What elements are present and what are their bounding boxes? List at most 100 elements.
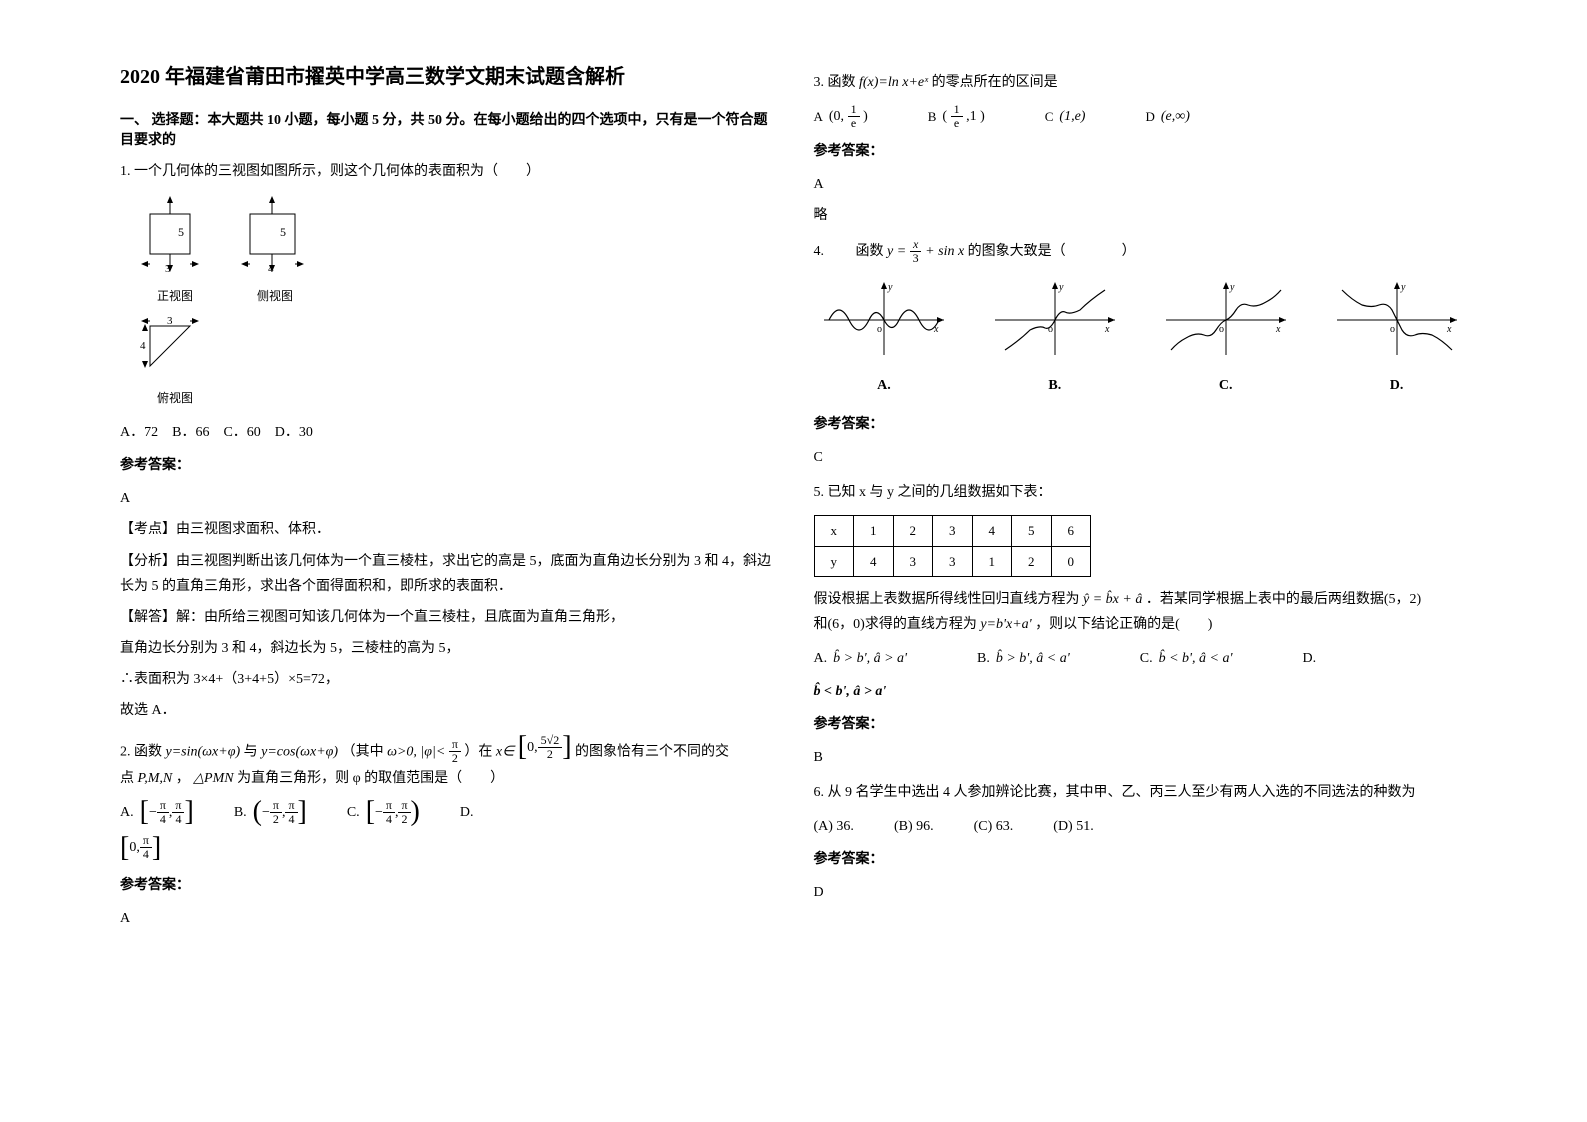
neg: − [375,800,383,825]
q2-optD-label: D. [460,800,474,825]
zero: 0, [129,835,140,860]
n: x [910,238,921,252]
q6-text: 6. 从 9 名学生中选出 4 人参加辨论比赛，其中甲、乙、丙三人至少有两人入选… [814,780,1468,805]
lb: ( [253,801,262,823]
q2-f2: y=cos(ωx+φ) [261,744,338,759]
cell: 1 [854,516,894,546]
d: 4 [172,813,184,826]
x: x [933,324,939,335]
q2-answer: A [120,906,774,931]
f: π4 [172,799,184,826]
rb: ] [152,837,161,859]
lbracket: [ [518,736,527,758]
graph-c-label: C. [1166,373,1286,398]
q2-frac1: π 2 [449,738,461,765]
q2-optC: C. [ − π4 , π2 ) [347,799,420,826]
val: b̂ > b', â > a' [833,646,907,671]
cell: 6 [1051,516,1091,546]
cell: 2 [893,516,933,546]
q2-optD-val: [ 0, π4 ] [120,834,161,861]
q4-answer: C [814,445,1468,470]
f: 1e [848,103,860,130]
cell: 3 [933,546,973,576]
q1-text: 1. 一个几何体的三视图如图所示，则这个几何体的表面积为（ ） [120,159,774,184]
q3-func: f(x)=ln x+eˣ [859,75,928,90]
q1-analysis-6: 故选 A． [120,698,774,723]
x: x [1104,324,1110,335]
q3-optD: D (e,∞) [1145,104,1189,129]
cell: 3 [933,516,973,546]
lb: [ [366,801,375,823]
n: π [383,799,395,813]
graph-b: o x y B. [995,280,1115,398]
q1-analysis-2: 【分析】由三视图判断出该几何体为一个直三棱柱，求出它的高是 5，底面为直角边长分… [120,549,774,599]
label: B [928,105,937,128]
q2-frac2: 5√2 2 [538,734,563,761]
q2-optD-val-row: [ 0, π4 ] [120,834,774,865]
section-1-header: 一、 选择题：本大题共 10 小题，每小题 5 分，共 50 分。在每小题给出的… [120,109,774,149]
frac-num: π [449,738,461,752]
q4-suffix: 的图象大致是（ ） [968,244,1136,259]
q2-f1: y=sin(ωx+φ) [166,744,241,759]
val: (e,∞) [1161,104,1190,129]
q2-options-row1: A. [ − π4 , π4 ] B. ( − π2 , π4 [120,799,774,826]
side-view-svg: 5 4 [240,194,310,274]
q2-optA-val: [ − π4 , π4 ] [140,799,194,826]
q1-answer: A [120,486,774,511]
q2-optB: B. ( − π2 , π4 ] [234,799,307,826]
q2-triangle: △PMN [193,771,233,786]
q2-answer-label: 参考答案： [120,873,774,898]
q2-cond-mid: ）在 [464,744,492,759]
graph-a: o x y A. [824,280,944,398]
eq2: y=b'x+a' [980,617,1031,632]
label: C. [1140,646,1153,671]
s: ) [980,109,985,124]
opt-label: A. [120,800,134,825]
q2-interval: [ 0, 5√2 2 ] [518,734,572,761]
question-2: 2. 函数 y=sin(ωx+φ) 与 y=cos(ωx+φ) （其中 ω>0,… [120,734,774,932]
q3-suffix: 的零点所在的区间是 [932,75,1058,90]
o: o [1390,324,1395,335]
opt-label: B. [234,800,247,825]
y: y [1400,282,1406,293]
q5-optD-val: b̂ < b', â > a' [814,679,1468,704]
q4-text: 4. 函数 y = x 3 + sin x 的图象大致是（ ） [814,238,1468,265]
graph-a-svg: o x y [824,280,944,360]
val: (1,e) [1059,104,1085,129]
o: o [1219,324,1224,335]
d: 4 [157,813,169,826]
q2-line1: 2. 函数 y=sin(ωx+φ) 与 y=cos(ωx+φ) （其中 ω>0,… [120,734,774,766]
q6-options: (A) 36. (B) 96. (C) 63. (D) 51. [814,814,1468,839]
val: (0, 1e ) [829,103,868,130]
cell: 4 [854,546,894,576]
q1-analysis-1: 【考点】由三视图求面积、体积． [120,517,774,542]
q3-answer-label: 参考答案： [814,139,1468,164]
q2-prefix: 2. 函数 [120,744,162,759]
frac-den: 2 [544,748,556,761]
val: ( 1e ,1 ) [942,103,984,130]
question-5: 5. 已知 x 与 y 之间的几组数据如下表： x 1 2 3 4 5 6 y … [814,480,1468,770]
q2-pmn: P,M,N [138,771,173,786]
q2-cond-prefix: （其中 [342,744,384,759]
eq1: ŷ = b̂x + â [1083,592,1142,607]
n: π [398,799,410,813]
table-row-header: x 1 2 3 4 5 6 [814,516,1091,546]
n: π [157,799,169,813]
q3-prefix: 3. 函数 [814,75,856,90]
q1-analysis-3: 【解答】解：由所给三视图可知该几何体为一个直三棱柱，且底面为直角三角形， [120,605,774,630]
question-1: 1. 一个几何体的三视图如图所示，则这个几何体的表面积为（ ） 5 [120,159,774,724]
q1-answer-label: 参考答案： [120,453,774,478]
cell: 1 [972,546,1012,576]
q5-optA: A. b̂ > b', â > a' [814,646,908,671]
cell: 2 [1012,546,1052,576]
q2-optC-val: [ − π4 , π2 ) [366,799,420,826]
side-view: 5 4 侧视图 [240,194,310,308]
q6-optD: (D) 51. [1053,814,1093,839]
graph-c: o x y C. [1166,280,1286,398]
rb: ] [184,801,193,823]
n: π [285,799,297,813]
f: π2 [398,799,410,826]
val: b̂ < b', â < a' [1159,646,1233,671]
d: 4 [285,813,297,826]
document-title: 2020 年福建省莆田市擢英中学高三数学文期末试题含解析 [120,60,774,89]
